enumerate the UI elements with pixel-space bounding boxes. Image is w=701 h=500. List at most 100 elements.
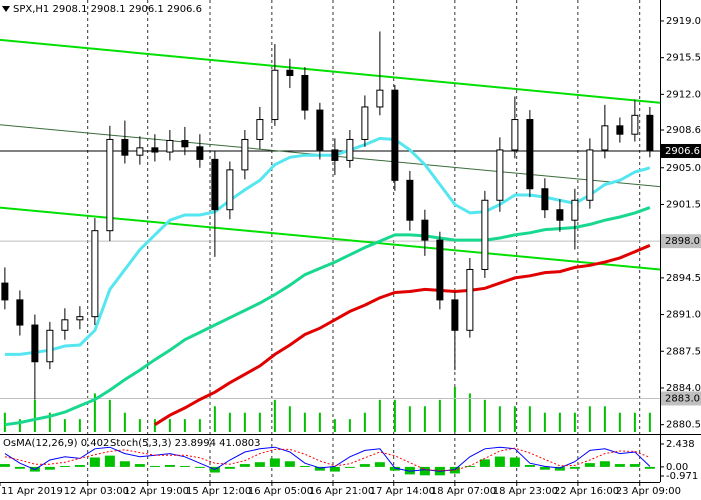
x-tick-label: 17 Apr 14:00 <box>370 486 435 497</box>
candle-body <box>46 329 54 363</box>
volume-bar <box>603 406 606 432</box>
osma-bar <box>599 461 610 467</box>
volume-bar <box>228 412 231 432</box>
osma-bar <box>359 464 370 467</box>
price-label: 2906.6 <box>665 146 700 157</box>
candle-body <box>481 199 489 270</box>
volume-bar <box>348 419 351 432</box>
menu-triangle[interactable] <box>2 6 10 12</box>
osma-bar <box>389 466 400 471</box>
y-tick-label: 2908.6 <box>666 125 701 136</box>
volume-bar <box>153 419 156 432</box>
candle-body <box>136 147 144 156</box>
x-tick-label: 15 Apr 12:00 <box>186 486 251 497</box>
osma-bar <box>554 466 565 471</box>
volume-bar <box>438 399 441 432</box>
osma-bar <box>194 466 205 468</box>
x-tick-label: 12 Apr 19:00 <box>124 486 189 497</box>
osma-bar <box>89 457 100 467</box>
volume-bar <box>258 412 261 432</box>
volume-bar <box>273 399 276 432</box>
candle-body <box>301 74 309 111</box>
osma-bar <box>329 466 340 472</box>
candle-body <box>211 158 219 211</box>
volume-bar <box>453 387 456 432</box>
price-label-box <box>661 391 701 406</box>
stoch-signal <box>4 447 651 472</box>
volume-bar <box>633 412 636 432</box>
volume-bar <box>618 412 621 432</box>
osma-bar <box>464 465 475 467</box>
osma-bar <box>404 466 415 475</box>
candle-body <box>16 299 24 326</box>
osma-bar <box>584 463 595 467</box>
osma-bar <box>629 464 640 467</box>
volume-bar <box>303 412 306 432</box>
x-tick-label: 16 Apr 05:00 <box>248 486 313 497</box>
y-tick-label: 2915.5 <box>666 53 701 64</box>
x-tick-label: 18 Apr 07:00 <box>431 486 496 497</box>
y-tick-label: 2887.5 <box>666 346 701 357</box>
candle-body <box>421 219 429 241</box>
volume-bar <box>588 406 591 432</box>
osma-bar <box>239 464 250 467</box>
candle-body <box>541 188 549 211</box>
volume-bar <box>213 406 216 432</box>
candle-body <box>361 106 369 140</box>
volume-bar <box>288 406 291 432</box>
candle-body <box>121 138 129 156</box>
osma-bar <box>374 462 385 467</box>
moving-average <box>4 206 651 427</box>
osma-bar <box>509 457 520 467</box>
osma-bar <box>284 461 295 467</box>
price-label: 2883.0 <box>665 393 700 404</box>
candle-body <box>436 239 444 301</box>
y-tick-label: 2919.0 <box>666 16 701 27</box>
volume-bar <box>3 412 6 432</box>
volume-bar <box>93 393 96 432</box>
candle-body <box>76 316 84 321</box>
volume-bar <box>498 406 501 432</box>
candle-body <box>586 149 594 201</box>
volume-bar <box>513 406 516 432</box>
candle-body <box>1 282 9 301</box>
stoch-main <box>4 446 651 472</box>
volume-bar <box>183 419 186 432</box>
candle-body <box>511 119 519 151</box>
osma-bar <box>74 465 85 467</box>
candle-body <box>466 268 474 331</box>
osma-bar <box>419 466 430 476</box>
candle-body <box>271 69 279 121</box>
volume-bar <box>318 412 321 432</box>
y-tick-label: 2891.0 <box>666 310 701 321</box>
candle-body <box>496 149 504 201</box>
volume-bar <box>408 406 411 432</box>
volume-bar <box>483 399 486 432</box>
osma-bar <box>614 464 625 467</box>
candle-body <box>601 125 609 151</box>
osc-y-tick-label: 0.00 <box>666 462 688 473</box>
osma-bar <box>14 466 25 469</box>
osma-bar <box>524 465 535 467</box>
osma-bar <box>254 462 265 467</box>
osc-y-tick-label: -0.971 <box>666 471 698 482</box>
x-tick-label: 11 Apr 2019 <box>1 486 63 497</box>
candle-body <box>106 138 114 232</box>
volume-bar <box>78 419 81 432</box>
osma-bar <box>134 464 145 467</box>
osma-bar <box>59 465 70 467</box>
osma-bar <box>104 455 115 467</box>
y-tick-label: 2880.5 <box>666 420 701 431</box>
candle-body <box>346 138 354 161</box>
volume-bar <box>243 412 246 432</box>
candle-body <box>451 299 459 331</box>
volume-bar <box>123 412 126 432</box>
trendline <box>0 38 661 104</box>
osma-bar <box>179 465 190 467</box>
osma-bar <box>44 466 55 470</box>
volume-bar <box>648 412 651 432</box>
osc-y-tick-label: 2.438 <box>666 439 695 450</box>
chart-title: SPX,H1 2908.1 2908.1 2906.1 2906.6 <box>13 4 202 15</box>
